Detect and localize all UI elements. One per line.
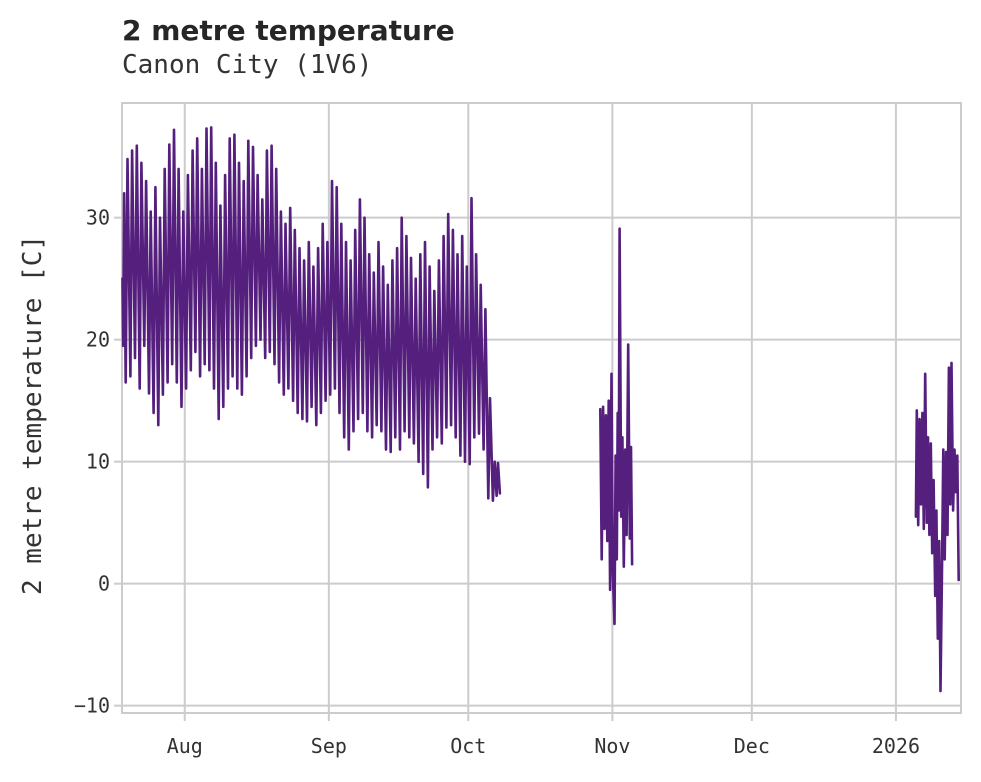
temperature-line-segment-3 — [914, 361, 961, 693]
plot-border — [121, 102, 962, 714]
temperature-line-segment-1 — [121, 126, 502, 503]
y-tick-label: 30 — [86, 206, 110, 230]
x-tick-label: Nov — [594, 734, 630, 758]
chart-subtitle: Canon City (1V6) — [122, 50, 373, 80]
x-tick-label: Dec — [734, 734, 770, 758]
chart-title: 2 metre temperature — [122, 14, 455, 47]
y-tick-label: 20 — [86, 328, 110, 352]
temperature-line-segment-2 — [598, 227, 634, 626]
x-tick-label: Aug — [167, 734, 203, 758]
y-tick-label: 10 — [86, 450, 110, 474]
y-tick-label: −10 — [74, 694, 110, 718]
x-tick-label: Oct — [450, 734, 486, 758]
y-tick-label: 0 — [98, 572, 110, 596]
x-tick-label: Sep — [311, 734, 347, 758]
x-tick-label: 2026 — [872, 734, 920, 758]
